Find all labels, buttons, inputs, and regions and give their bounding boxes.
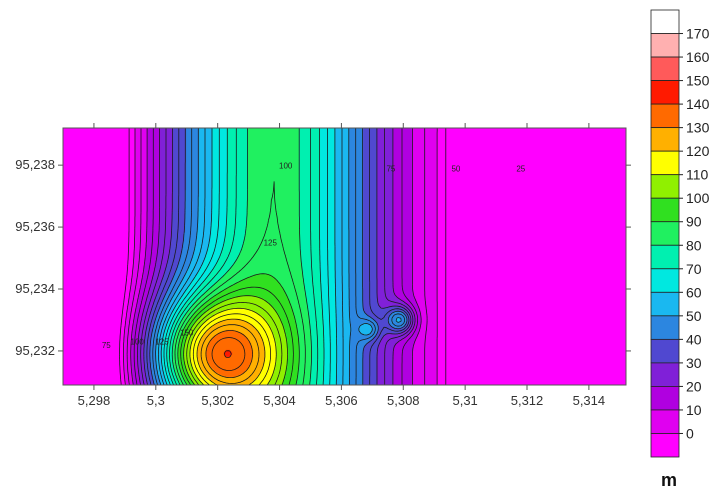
contour-line-55 bbox=[152, 128, 405, 385]
contour-line-85 bbox=[169, 128, 319, 385]
contour-line-35 bbox=[140, 128, 414, 385]
x-axis: 5,298 5,3 5,302 5,304 5,306 5,308 5,31 5,312 5,3… bbox=[78, 123, 605, 408]
colorbar-swatch bbox=[650, 103, 680, 129]
contour-label: 125 bbox=[264, 239, 278, 248]
x-tick-label: 5,302 bbox=[201, 393, 234, 408]
contour-line-150 bbox=[223, 350, 232, 358]
contour-label: 50 bbox=[451, 164, 460, 173]
colorbar-swatch bbox=[650, 174, 680, 199]
contour-line-130 bbox=[196, 318, 266, 385]
colorbar-swatch bbox=[650, 150, 680, 176]
contour-line-50 bbox=[149, 128, 408, 385]
colorbar-swatch bbox=[650, 338, 680, 364]
contour-line-100 bbox=[177, 273, 300, 385]
colorbar-swatch bbox=[650, 244, 680, 270]
x-tick-label: 5,304 bbox=[263, 393, 296, 408]
y-tick-label: 95,238 bbox=[15, 157, 55, 172]
contour-line-70 bbox=[160, 128, 338, 385]
contour-line-80 bbox=[166, 128, 325, 385]
y-tick-label: 95,232 bbox=[15, 343, 55, 358]
x-tick-label: 5,314 bbox=[573, 393, 606, 408]
contour-line-15 bbox=[126, 128, 428, 385]
colorbar: 1701601501401301201101009080706050403020… bbox=[650, 9, 710, 458]
plot-area: 100 75 50 25 125 75 100 125 150 bbox=[62, 127, 627, 386]
contour-label: 75 bbox=[386, 164, 395, 173]
colorbar-swatch bbox=[650, 315, 680, 340]
contour-line-120 bbox=[189, 307, 277, 385]
contour-line-145 bbox=[211, 337, 246, 371]
colorbar-unit-label: m bbox=[661, 470, 677, 488]
colorbar-label: 150 bbox=[686, 73, 710, 89]
x-tick-label: 5,306 bbox=[325, 393, 358, 408]
x-tick-label: 5,298 bbox=[78, 393, 111, 408]
contour-line-75 bbox=[163, 128, 331, 385]
colorbar-label: 80 bbox=[686, 237, 702, 253]
colorbar-label: 50 bbox=[686, 308, 702, 324]
y-axis: 95,232 95,234 95,236 95,238 bbox=[15, 157, 631, 358]
contour-line-90 bbox=[171, 128, 312, 385]
contour-label: 75 bbox=[102, 341, 111, 350]
plot-frame bbox=[62, 127, 627, 386]
colorbar-swatch bbox=[650, 9, 680, 34]
contour-line-45 bbox=[146, 128, 410, 385]
colorbar-label: 70 bbox=[686, 261, 702, 277]
contour-label: 125 bbox=[155, 338, 169, 347]
colorbar-label: 120 bbox=[686, 143, 710, 159]
contour-line-125 bbox=[192, 313, 271, 385]
x-tick-label: 5,31 bbox=[452, 393, 477, 408]
colorbar-label: 160 bbox=[686, 49, 710, 65]
colorbar-swatch bbox=[650, 409, 680, 434]
colorbar-swatch bbox=[650, 127, 680, 152]
colorbar-swatch bbox=[650, 362, 680, 387]
colorbar-label: 100 bbox=[686, 190, 710, 206]
colorbar-swatch bbox=[650, 197, 680, 223]
y-tick-label: 95,234 bbox=[15, 281, 55, 296]
contour-label: 25 bbox=[516, 164, 525, 173]
colorbar-swatch bbox=[650, 291, 680, 317]
contour-lines bbox=[119, 128, 447, 385]
contour-line-105 bbox=[180, 286, 294, 385]
colorbar-label: 10 bbox=[686, 402, 702, 418]
colorbar-label: 140 bbox=[686, 96, 710, 112]
contour-label: 150 bbox=[180, 329, 194, 338]
colorbar-swatch bbox=[650, 56, 680, 81]
contour-label: 100 bbox=[131, 338, 145, 347]
x-tick-label: 5,312 bbox=[511, 393, 544, 408]
colorbar-label: 130 bbox=[686, 120, 710, 136]
contour-line-110 bbox=[183, 295, 288, 385]
y-tick-label: 95,236 bbox=[15, 219, 55, 234]
contour-line-140 bbox=[205, 330, 253, 378]
colorbar-label: 40 bbox=[686, 331, 702, 347]
contour-line-40 bbox=[143, 128, 412, 385]
contour-line-65 bbox=[158, 128, 344, 385]
contour-line-115 bbox=[186, 302, 283, 385]
contour-labels: 100 75 50 25 125 75 100 125 150 bbox=[102, 161, 526, 349]
contour-line-135 bbox=[200, 324, 260, 384]
contour-line-60 bbox=[155, 128, 402, 385]
colorbar-label: 90 bbox=[686, 214, 702, 230]
colorbar-label: 60 bbox=[686, 284, 702, 300]
colorbar-label: 110 bbox=[686, 167, 709, 183]
colorbar-label: 0 bbox=[686, 425, 694, 441]
contour-line-30 bbox=[137, 128, 416, 385]
colorbar-swatch bbox=[650, 386, 680, 411]
colorbar-label: 30 bbox=[686, 355, 702, 371]
colorbar-swatch bbox=[650, 80, 680, 105]
colorbar-swatch bbox=[650, 221, 680, 246]
contour-line-20 bbox=[130, 128, 422, 385]
colorbar-swatch bbox=[650, 433, 680, 458]
contour-label: 100 bbox=[279, 161, 293, 170]
colorbar-swatch bbox=[650, 33, 680, 58]
contour-line-25 bbox=[133, 128, 418, 385]
contour-line-95 bbox=[174, 181, 306, 385]
colorbar-swatch bbox=[650, 268, 680, 293]
contour-line-5 bbox=[119, 128, 447, 385]
x-tick-label: 5,308 bbox=[387, 393, 420, 408]
x-tick-label: 5,3 bbox=[147, 393, 165, 408]
colorbar-label: 20 bbox=[686, 378, 702, 394]
colorbar-label: 170 bbox=[686, 26, 710, 42]
contour-line-10 bbox=[123, 128, 438, 385]
